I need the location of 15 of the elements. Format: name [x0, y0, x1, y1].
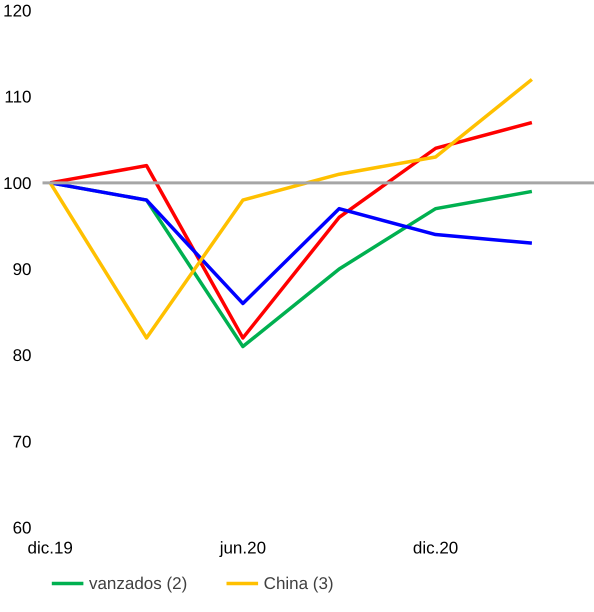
line-series [48, 120, 534, 340]
y-tick-label: 100 [3, 174, 32, 193]
y-tick-label: 120 [3, 2, 32, 20]
y-tick-label: 90 [12, 260, 32, 279]
x-tick-label: dic.19 [28, 538, 73, 558]
legend-label: China (3) [264, 574, 334, 593]
x-tick-label: jun.20 [218, 538, 266, 558]
y-tick-label: 70 [12, 432, 32, 452]
y-tick-label: 110 [4, 88, 32, 107]
legend-label: vanzados (2) [88, 574, 188, 593]
y-tick-label: 60 [12, 518, 32, 538]
y-tick-label: 80 [12, 346, 32, 366]
x-tick-label: dic.20 [412, 538, 458, 558]
line-series [48, 181, 534, 306]
line-series [48, 78, 534, 340]
